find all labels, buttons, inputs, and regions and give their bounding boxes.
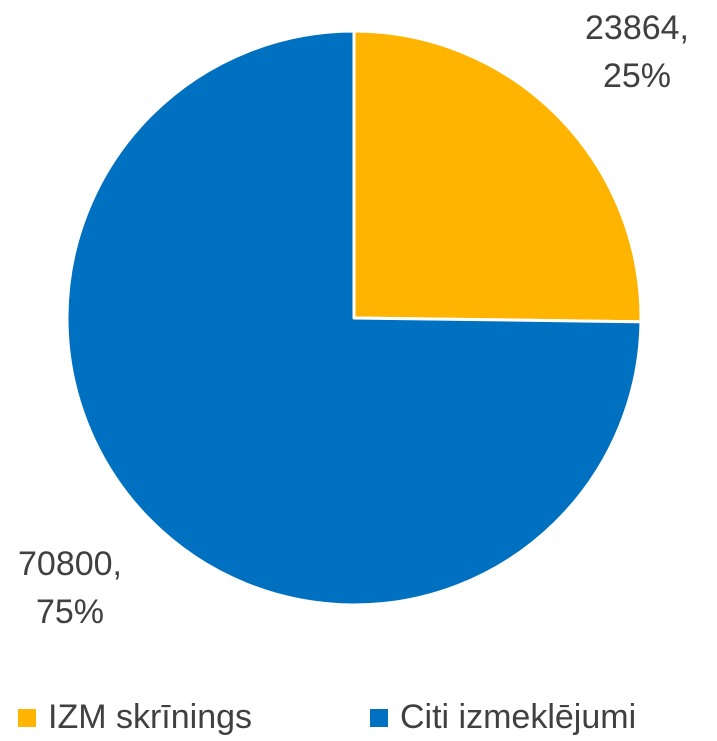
data-label: 23864, bbox=[585, 9, 689, 47]
data-label: 70800, bbox=[18, 545, 122, 583]
percent-label: 75% bbox=[36, 593, 104, 631]
legend-label: IZM skrīnings bbox=[48, 698, 252, 736]
pie-slice bbox=[65, 29, 643, 607]
percent-label: 25% bbox=[603, 57, 671, 95]
legend-swatch bbox=[18, 709, 36, 727]
legend-swatch bbox=[370, 709, 388, 727]
pie-slice bbox=[352, 29, 643, 324]
legend-label: Citi izmeklējumi bbox=[400, 698, 636, 736]
